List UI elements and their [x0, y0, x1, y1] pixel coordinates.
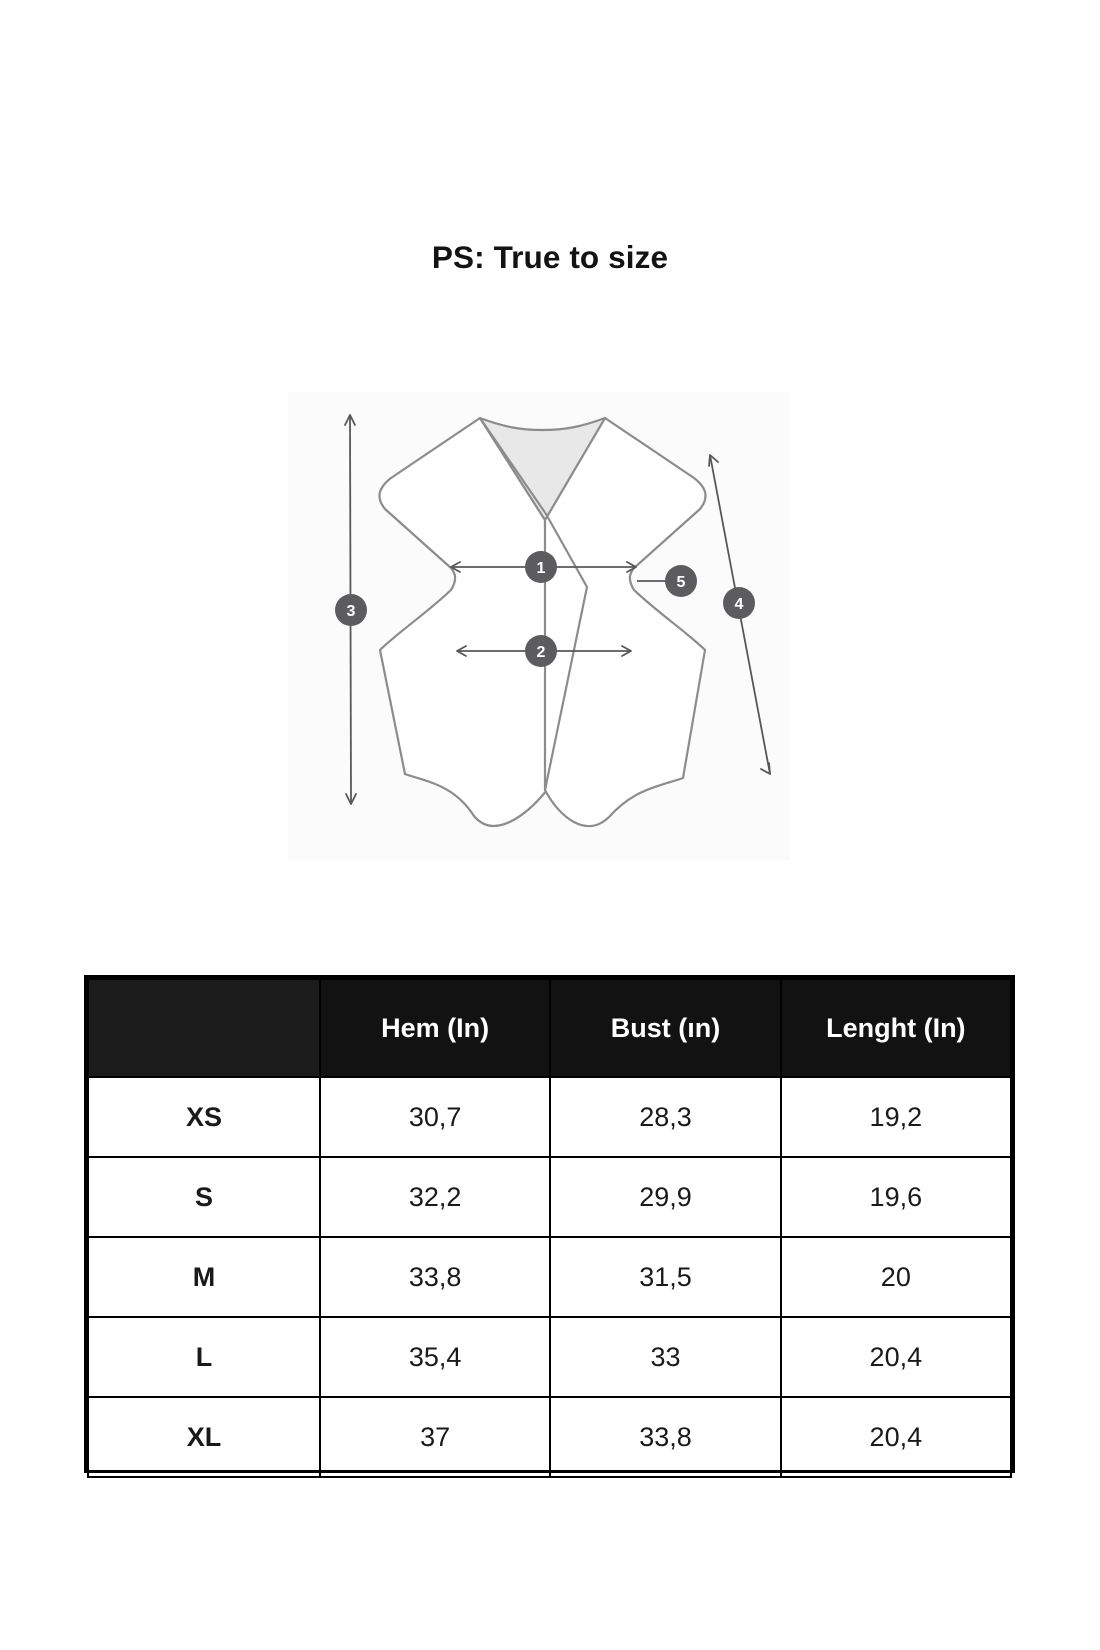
svg-text:4: 4 [735, 596, 744, 613]
svg-text:3: 3 [347, 603, 356, 620]
svg-text:2: 2 [537, 644, 546, 661]
svg-text:1: 1 [537, 560, 546, 577]
svg-text:5: 5 [677, 574, 686, 591]
